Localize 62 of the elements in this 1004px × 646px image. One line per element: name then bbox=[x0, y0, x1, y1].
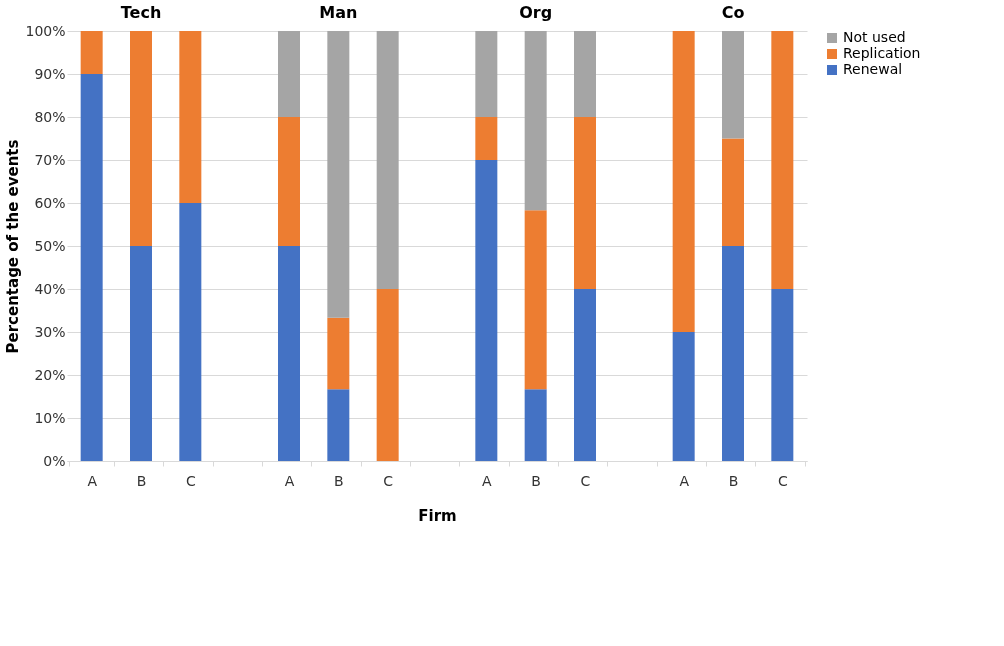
y-tick-label: 60% bbox=[34, 194, 66, 211]
x-tick-label: B bbox=[334, 472, 344, 489]
y-tick-label: 40% bbox=[34, 280, 66, 297]
bar bbox=[80, 74, 103, 461]
bar bbox=[376, 289, 399, 461]
y-tick-label: 50% bbox=[34, 237, 66, 254]
bar bbox=[771, 31, 794, 289]
bar bbox=[672, 332, 695, 461]
bar bbox=[80, 31, 103, 74]
y-tick-label: 70% bbox=[34, 151, 66, 168]
x-tick-label: C bbox=[580, 472, 591, 489]
bar bbox=[672, 31, 695, 332]
bar bbox=[722, 138, 744, 246]
x-tick-label: B bbox=[136, 472, 147, 489]
text: Man bbox=[319, 3, 358, 22]
bar bbox=[130, 31, 152, 246]
bar bbox=[574, 289, 596, 461]
bar bbox=[524, 389, 547, 461]
x-tick-label: C bbox=[185, 472, 196, 489]
x-tick-label: B bbox=[728, 472, 739, 489]
x-tick-label: A bbox=[87, 472, 98, 489]
bar bbox=[524, 31, 547, 211]
y-tick-label: 20% bbox=[34, 366, 66, 383]
bar bbox=[722, 31, 744, 139]
x-tick-label: A bbox=[284, 472, 295, 489]
y-tick-label: 90% bbox=[34, 65, 66, 82]
bar bbox=[327, 31, 350, 318]
y-tick-label: 10% bbox=[34, 409, 66, 426]
x-tick-label: C bbox=[777, 472, 788, 489]
x-tick-label: B bbox=[531, 472, 541, 489]
bar bbox=[574, 31, 596, 117]
y-tick-label: 100% bbox=[25, 22, 66, 39]
y-axis-title: Percentage of the events bbox=[4, 139, 23, 354]
bar bbox=[278, 31, 300, 117]
x-axis-title: Firm bbox=[418, 506, 457, 525]
text: Tech bbox=[120, 3, 162, 22]
bar bbox=[574, 117, 596, 289]
bar bbox=[475, 117, 498, 160]
legend-label: Renewal bbox=[843, 61, 903, 77]
text: Org bbox=[519, 3, 553, 22]
bar bbox=[524, 210, 547, 390]
y-tick-label: 0% bbox=[43, 452, 66, 469]
bar bbox=[376, 31, 399, 289]
text: Co bbox=[721, 3, 745, 22]
x-tick-label: A bbox=[482, 472, 493, 489]
y-tick-label: 30% bbox=[34, 323, 66, 340]
y-tick-label: 80% bbox=[34, 108, 66, 125]
bar bbox=[327, 317, 350, 390]
x-tick-label: C bbox=[383, 472, 394, 489]
bar bbox=[327, 389, 350, 461]
bar bbox=[179, 31, 202, 203]
legend-label: Not used bbox=[843, 29, 906, 45]
legend-label: Replication bbox=[843, 45, 921, 61]
bar bbox=[179, 203, 202, 461]
bar bbox=[130, 246, 152, 461]
bar bbox=[475, 160, 498, 461]
bar bbox=[771, 289, 794, 461]
bar bbox=[475, 31, 498, 117]
x-tick-label: A bbox=[679, 472, 690, 489]
bar bbox=[722, 246, 744, 461]
bar bbox=[278, 246, 300, 461]
bar bbox=[278, 117, 300, 246]
